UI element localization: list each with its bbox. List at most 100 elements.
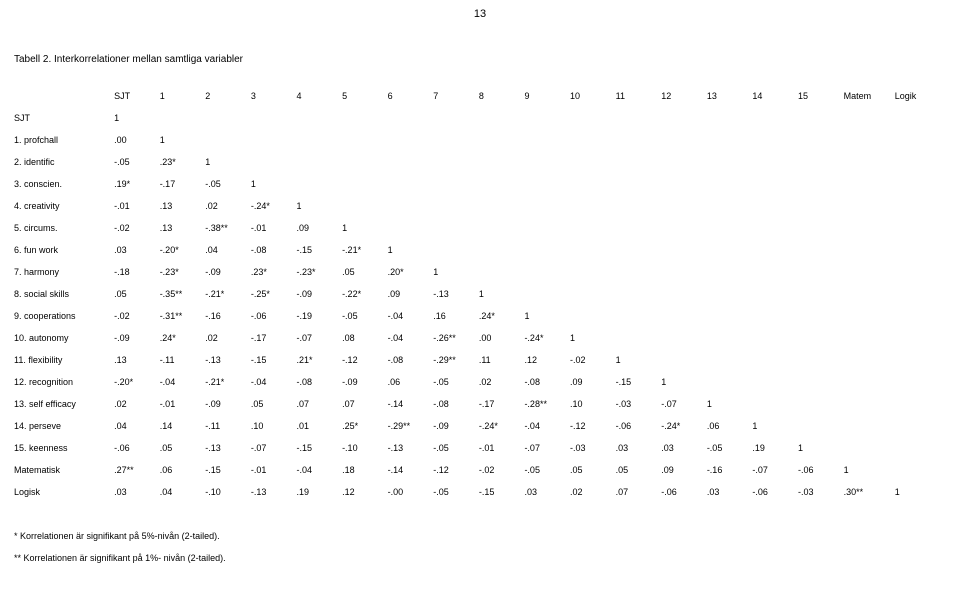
cell [798, 129, 844, 151]
cell: .12 [342, 481, 388, 503]
col-header: 1 [160, 85, 206, 107]
cell [752, 151, 798, 173]
cell [752, 349, 798, 371]
cell: -.35** [160, 283, 206, 305]
cell [707, 283, 753, 305]
cell: .03 [661, 437, 707, 459]
cell [616, 195, 662, 217]
footnotes: * Korrelationen är signifikant på 5%-niv… [14, 531, 946, 563]
col-header: 12 [661, 85, 707, 107]
cell: .04 [114, 415, 160, 437]
cell: .02 [205, 195, 251, 217]
cell [524, 283, 570, 305]
cell: -.23* [296, 261, 342, 283]
cell: .02 [570, 481, 616, 503]
cell: .11 [479, 349, 525, 371]
cell [524, 107, 570, 129]
row-label: 14. perseve [14, 415, 114, 437]
cell [479, 173, 525, 195]
cell: 1 [895, 481, 946, 503]
cell: -.15 [296, 239, 342, 261]
cell: .05 [160, 437, 206, 459]
cell [798, 151, 844, 173]
cell [707, 129, 753, 151]
cell: -.24* [251, 195, 297, 217]
cell: 1 [707, 393, 753, 415]
cell: 1 [296, 195, 342, 217]
cell [752, 305, 798, 327]
cell [388, 107, 434, 129]
cell: -.07 [752, 459, 798, 481]
cell: .03 [114, 481, 160, 503]
table-row: 4. creativity-.01.13.02-.24*1 [14, 195, 946, 217]
cell [661, 195, 707, 217]
cell: .08 [342, 327, 388, 349]
cell: -.03 [798, 481, 844, 503]
cell [479, 151, 525, 173]
cell [661, 129, 707, 151]
cell [707, 327, 753, 349]
col-header: 15 [798, 85, 844, 107]
cell: -.21* [342, 239, 388, 261]
cell: -.04 [524, 415, 570, 437]
cell [251, 151, 297, 173]
page-number: 13 [14, 8, 946, 20]
cell [479, 217, 525, 239]
table-row: 10. autonomy-.09.24*.02-.17-.07.08-.04-.… [14, 327, 946, 349]
cell [296, 173, 342, 195]
cell [342, 173, 388, 195]
cell [707, 151, 753, 173]
cell [616, 173, 662, 195]
cell [661, 327, 707, 349]
cell: -.04 [388, 327, 434, 349]
cell: -.08 [251, 239, 297, 261]
cell [616, 305, 662, 327]
cell: .19 [752, 437, 798, 459]
page: 13 Tabell 2. Interkorrelationer mellan s… [0, 0, 960, 598]
cell [524, 195, 570, 217]
table-row: 1. profchall.001 [14, 129, 946, 151]
cell [479, 261, 525, 283]
cell [616, 327, 662, 349]
cell: -.17 [160, 173, 206, 195]
cell [570, 151, 616, 173]
row-label: 3. conscien. [14, 173, 114, 195]
cell [844, 129, 895, 151]
cell: 1 [844, 459, 895, 481]
cell [707, 239, 753, 261]
cell [479, 129, 525, 151]
cell: -.23* [160, 261, 206, 283]
cell: -.13 [433, 283, 479, 305]
cell [895, 217, 946, 239]
row-label: Logisk [14, 481, 114, 503]
cell: -.05 [433, 481, 479, 503]
cell [798, 261, 844, 283]
col-header: 7 [433, 85, 479, 107]
col-header: 5 [342, 85, 388, 107]
cell [798, 173, 844, 195]
cell [160, 107, 206, 129]
cell: -.16 [205, 305, 251, 327]
cell [616, 107, 662, 129]
cell [844, 349, 895, 371]
cell: .25* [342, 415, 388, 437]
row-label: 1. profchall [14, 129, 114, 151]
cell: -.20* [160, 239, 206, 261]
cell [844, 371, 895, 393]
cell: .09 [661, 459, 707, 481]
cell: .00 [114, 129, 160, 151]
cell [342, 129, 388, 151]
cell: -.09 [205, 261, 251, 283]
cell [433, 129, 479, 151]
cell: .07 [616, 481, 662, 503]
cell: -.22* [342, 283, 388, 305]
cell [844, 283, 895, 305]
cell: .10 [251, 415, 297, 437]
cell: .30** [844, 481, 895, 503]
cell: 1 [479, 283, 525, 305]
cell [388, 173, 434, 195]
cell: -.07 [661, 393, 707, 415]
cell [707, 371, 753, 393]
cell [661, 305, 707, 327]
cell: .05 [251, 393, 297, 415]
